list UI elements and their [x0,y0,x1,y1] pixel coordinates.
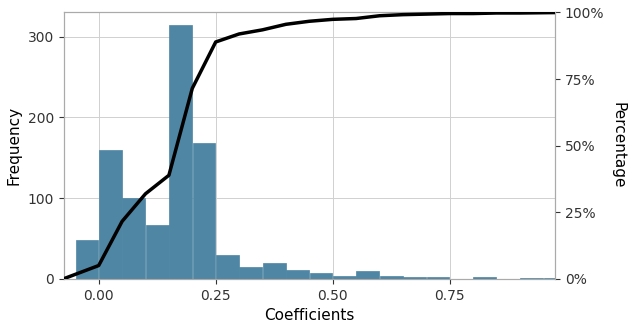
Bar [99,149,122,279]
Bar [123,198,145,279]
Bar [520,278,543,279]
Bar [333,276,356,279]
Bar [427,277,449,279]
Bar [473,277,496,279]
Bar [146,225,169,279]
Bar [193,143,216,279]
Bar [76,240,99,279]
Bar [263,263,286,279]
Bar [310,273,332,279]
Y-axis label: Percentage: Percentage [610,102,625,189]
Bar [286,270,309,279]
Bar [169,24,192,279]
Bar [403,277,426,279]
Bar [216,255,239,279]
Bar [544,278,566,279]
Bar [356,271,379,279]
X-axis label: Coefficients: Coefficients [264,308,355,323]
Bar [240,267,262,279]
Y-axis label: Frequency: Frequency [7,106,22,185]
Bar [380,276,403,279]
